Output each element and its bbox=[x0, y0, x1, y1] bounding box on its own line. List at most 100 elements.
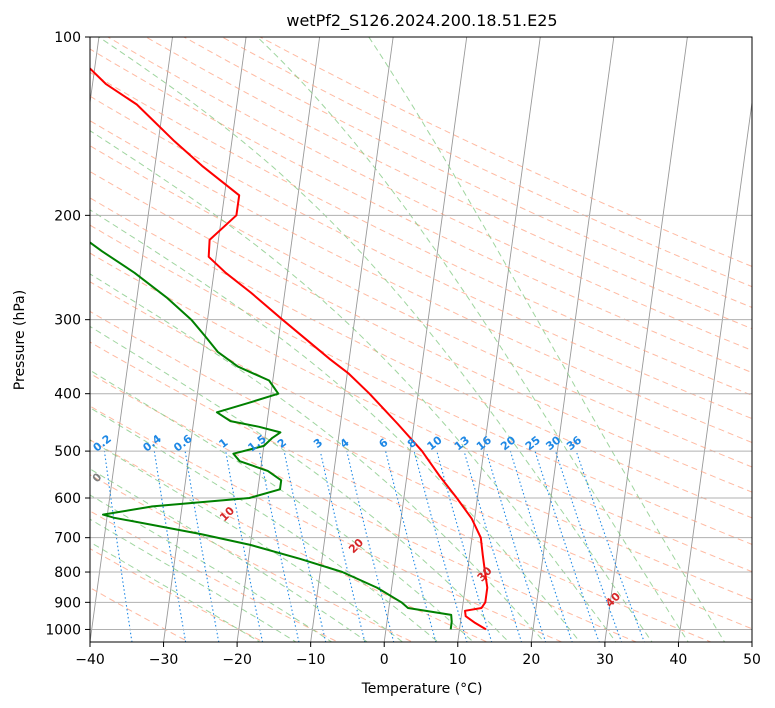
isotherm-line bbox=[383, 37, 468, 642]
moist-adiabat-line bbox=[90, 407, 439, 642]
dry-adiabat-line bbox=[107, 37, 752, 351]
mixing-ratio-label: 13 bbox=[452, 434, 472, 454]
plot-frame bbox=[89, 36, 753, 643]
dewpoint-profile bbox=[90, 241, 453, 630]
mixing-ratio-label: 6 bbox=[376, 436, 390, 451]
mixing-ratio-label: 1 bbox=[217, 436, 231, 451]
y-tick-label: 700 bbox=[54, 531, 81, 547]
dry-adiabat-line bbox=[90, 281, 752, 601]
mixing-ratio-label: 2 bbox=[275, 436, 289, 451]
x-axis-label: Temperature (°C) bbox=[361, 681, 483, 697]
mixing-ratio-line bbox=[534, 450, 600, 642]
x-axis-ticks: −40 −30 −20 −10 0 10 20 30 40 50 bbox=[75, 642, 761, 668]
dry-adiabat-label: 10 bbox=[217, 504, 237, 524]
mixing-ratio-label: 3 bbox=[311, 436, 325, 451]
mixing-ratio-line bbox=[103, 451, 133, 642]
isotherm-line bbox=[677, 99, 752, 642]
mixing-ratio-label: 16 bbox=[474, 433, 494, 453]
dry-adiabat-line bbox=[90, 71, 752, 396]
pressure-gridlines bbox=[90, 37, 752, 630]
moist-adiabat-line bbox=[90, 325, 510, 642]
moist-adiabat-line bbox=[90, 439, 404, 642]
y-tick-label: 300 bbox=[54, 313, 81, 329]
mixing-ratio-label: 4 bbox=[338, 436, 352, 451]
y-tick-label: 400 bbox=[54, 387, 81, 403]
x-tick-label: 10 bbox=[449, 652, 467, 668]
mixing-ratio-line bbox=[413, 450, 468, 642]
isotherm-line bbox=[604, 37, 688, 642]
isotherm-line bbox=[310, 37, 394, 642]
dry-adiabat-line bbox=[183, 37, 752, 308]
dry-adiabat-line bbox=[90, 310, 752, 630]
line-labels: 0.2 0.4 0.6 1 1.5 2 3 4 6 8 10 13 16 20 25 30 3601020304… bbox=[90, 432, 624, 610]
dry-adiabat-label: 30 bbox=[475, 564, 495, 584]
mixing-ratio-label: 25 bbox=[523, 433, 543, 453]
y-axis-label: Pressure (hPa) bbox=[12, 290, 28, 390]
y-tick-label: 500 bbox=[54, 444, 81, 460]
y-tick-label: 200 bbox=[54, 208, 81, 224]
dry-adiabat-label: 40 bbox=[603, 590, 623, 610]
x-tick-label: −20 bbox=[222, 652, 252, 668]
temperature-profile bbox=[90, 67, 489, 631]
x-tick-label: −30 bbox=[149, 652, 179, 668]
dry-adiabat-line bbox=[90, 145, 752, 468]
isotherm-line bbox=[90, 37, 173, 642]
y-axis-ticks: 100 200 300 400 500 600 700 800 900 1000 bbox=[45, 30, 90, 638]
background-lines bbox=[90, 37, 752, 642]
y-tick-label: 800 bbox=[54, 565, 81, 581]
mixing-ratio-line bbox=[485, 450, 547, 642]
moist-adiabat-line bbox=[90, 468, 369, 642]
y-tick-label: 100 bbox=[54, 30, 81, 46]
mixing-ratio-label: 20 bbox=[498, 433, 518, 453]
dry-adiabat-label: 20 bbox=[346, 536, 366, 556]
moist-adiabat-line bbox=[90, 518, 297, 642]
isotherm-line bbox=[236, 37, 321, 642]
moist-adiabat-line bbox=[98, 37, 653, 642]
dry-adiabat-label: 0 bbox=[90, 470, 105, 485]
moist-adiabat-line bbox=[256, 37, 689, 642]
mixing-ratio-line bbox=[184, 451, 220, 642]
moist-adiabat-lines bbox=[90, 37, 726, 642]
dry-adiabat-line bbox=[90, 48, 752, 374]
dry-adiabat-line bbox=[90, 474, 414, 642]
mixing-ratio-line bbox=[283, 450, 327, 642]
x-tick-label: 0 bbox=[380, 652, 389, 668]
x-tick-label: 50 bbox=[743, 652, 761, 668]
mixing-ratio-label: 30 bbox=[543, 433, 563, 453]
isotherm-line bbox=[90, 37, 100, 106]
mixing-ratio-label: 8 bbox=[405, 436, 419, 451]
dry-adiabat-line bbox=[90, 510, 339, 642]
moist-adiabat-line bbox=[368, 37, 726, 642]
x-tick-label: −10 bbox=[296, 652, 326, 668]
isotherm-line bbox=[163, 37, 247, 642]
isotherm-line bbox=[530, 37, 615, 642]
moist-adiabat-line bbox=[90, 209, 581, 642]
moist-adiabat-line bbox=[90, 369, 475, 642]
dry-adiabat-line bbox=[90, 170, 752, 493]
dry-adiabat-line bbox=[90, 405, 563, 642]
dry-adiabat-line bbox=[90, 341, 713, 642]
isotherm-lines bbox=[90, 37, 752, 642]
mixing-ratio-line bbox=[436, 450, 493, 642]
sounding-series bbox=[90, 67, 489, 631]
x-tick-label: −40 bbox=[75, 652, 105, 668]
y-tick-label: 600 bbox=[54, 491, 81, 507]
moist-adiabat-line bbox=[90, 541, 261, 642]
dry-adiabat-line bbox=[90, 548, 265, 642]
dry-adiabat-line bbox=[90, 587, 190, 642]
y-tick-label: 1000 bbox=[45, 622, 81, 638]
dry-adiabat-line bbox=[259, 37, 752, 268]
mixing-ratio-label: 10 bbox=[425, 433, 445, 453]
x-tick-label: 40 bbox=[670, 652, 688, 668]
moist-adiabat-line bbox=[90, 130, 617, 642]
dry-adiabat-lines bbox=[90, 37, 752, 642]
mixing-ratio-line bbox=[385, 450, 437, 642]
isotherm-line bbox=[751, 638, 752, 642]
y-tick-label: 900 bbox=[54, 595, 81, 611]
dry-adiabat-line bbox=[90, 95, 752, 420]
mixing-ratio-line bbox=[319, 450, 366, 642]
moist-adiabat-line bbox=[90, 273, 545, 642]
x-tick-label: 30 bbox=[596, 652, 614, 668]
x-tick-label: 20 bbox=[522, 652, 540, 668]
